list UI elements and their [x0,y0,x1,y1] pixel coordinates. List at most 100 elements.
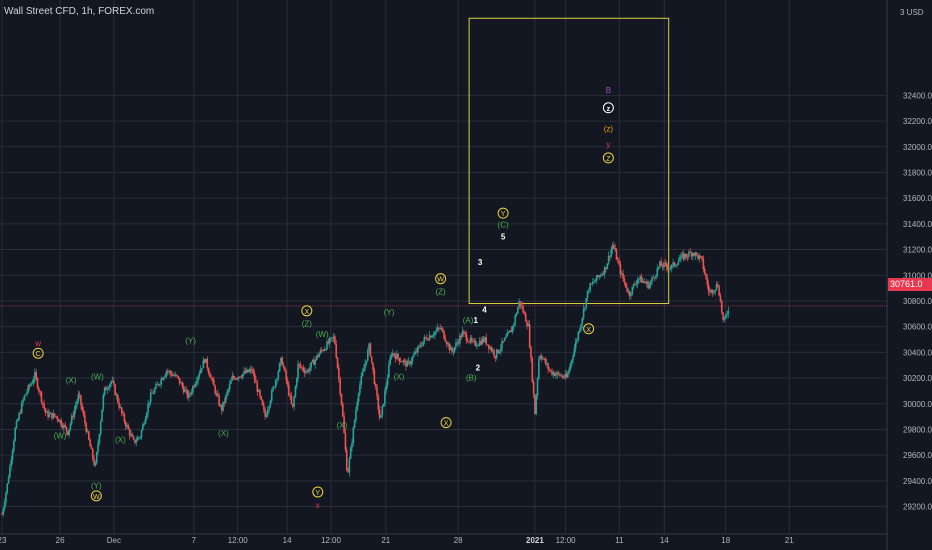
candle-body [266,409,269,415]
y-tick-label: 31000.0 [903,271,932,280]
candle-body [34,372,36,380]
x-tick-label: 14 [660,536,669,545]
candle-body [473,341,476,342]
candle-body [586,290,589,299]
target-box [468,17,670,305]
candle-body [557,372,560,374]
candle-body [549,370,552,371]
wave-label-circle [497,207,509,219]
candle-body [128,429,131,436]
candle-body [370,356,373,363]
candle-body [51,412,53,419]
wave-label: z [607,106,611,113]
candle-body [649,281,652,285]
candle-body [442,328,444,331]
candle-body [180,382,182,384]
candle-body [395,353,398,360]
candle-body [568,369,570,374]
candle-body [32,379,35,383]
wave-label-circle [602,102,614,114]
candle-body [468,341,470,343]
candle-body [472,341,474,342]
candle-body [126,425,128,427]
candle-body [463,331,465,333]
current-price-label: 30761.0 [888,278,932,291]
candle-body [556,372,559,375]
candle-body [360,376,363,385]
candle-body [631,286,634,295]
candle-body [405,360,407,367]
wave-label: X [586,327,591,334]
wave-label: W [437,277,444,284]
candle-body [245,369,248,373]
candle-body [299,364,302,368]
wave-label: 5 [501,232,506,241]
candle-body [352,427,355,443]
candle-body [107,388,110,390]
currency-label: 3 USD [900,8,924,17]
candle-body [359,384,361,394]
candle-body [218,395,220,406]
candle-body [627,291,630,292]
candle-body [581,317,584,325]
candle-body [365,360,368,364]
candle-body [484,337,486,342]
candle-body [518,301,520,308]
wave-label: (A) [463,316,474,325]
candle-body [698,255,701,260]
candle-body [407,361,410,363]
candle-body [364,363,366,369]
candle-body [52,413,55,419]
candle-body [185,389,188,391]
candle-body [64,424,66,427]
candle-body [335,343,338,358]
candle-body [443,330,445,339]
y-tick-label: 29400.0 [903,477,932,486]
candle-body [290,395,293,404]
candle-body [555,374,557,376]
candle-body [513,323,515,327]
wave-label-circle [312,486,324,498]
candle-body [511,326,514,333]
wave-label: (Y) [91,482,102,491]
candle-body [295,378,298,387]
candle-body [422,341,424,346]
candle-body [414,351,416,355]
candle-body [97,443,99,453]
candle-body [667,266,669,270]
wave-label: (X) [218,429,229,438]
candle-body [81,405,84,411]
candle-body [13,440,15,451]
candle-body [85,423,88,433]
x-tick-label: Dec [107,536,121,545]
candle-body [102,394,105,410]
candle-body [410,361,413,365]
candle-body [613,245,615,249]
candle-body [589,283,591,291]
candle-body [378,409,381,418]
candle-body [598,275,601,277]
candle-body [630,294,632,297]
candle-body [722,312,724,320]
x-tick-label: 2021 [526,536,544,545]
candle-body [132,436,135,440]
candle-body [548,368,551,371]
x-tick-label: 14 [283,536,292,545]
candle-body [310,362,313,368]
candle-body [317,355,319,358]
candle-body [320,349,323,351]
candle-body [449,347,452,351]
candle-body [570,359,573,364]
candle-body [147,403,149,414]
wave-label-circle [435,273,447,285]
candle-body [14,428,16,441]
wave-label: C [36,351,41,358]
candle-body [315,355,318,360]
candle-body [726,314,728,316]
candle-body [292,403,294,407]
candle-body [647,281,649,289]
candle-body [628,291,631,297]
candle-body [368,343,370,351]
candle-body [74,405,77,410]
